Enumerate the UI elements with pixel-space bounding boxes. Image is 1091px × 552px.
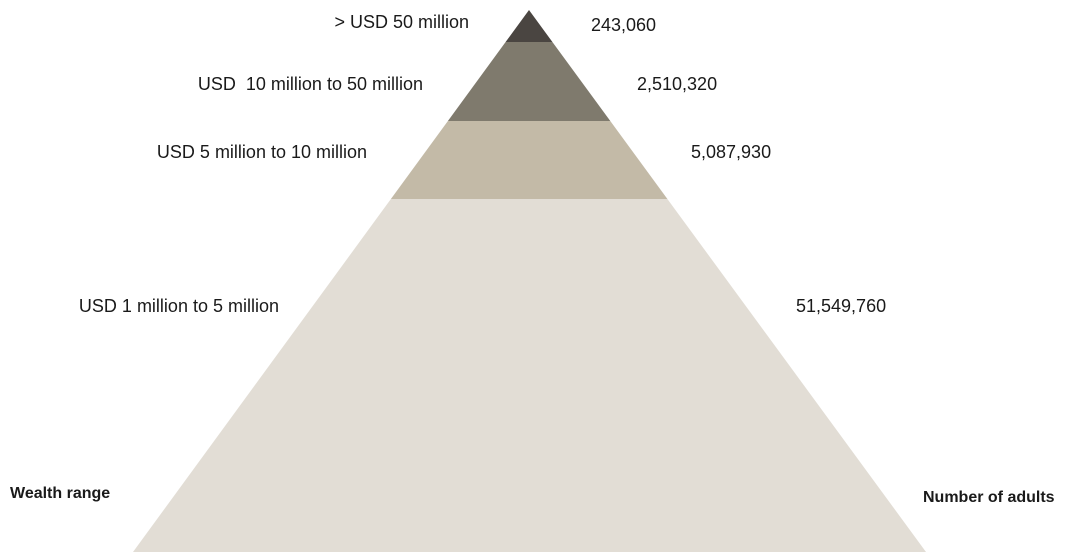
tier-10m-to-50m (447, 42, 611, 121)
tier-5m-to-10m (390, 121, 668, 199)
number-of-adults-heading: Number of adults (923, 489, 1055, 506)
wealth-range-label-1m-to-5m: USD 1 million to 5 million (78, 296, 279, 316)
wealth-range-label-5m-to-10m: USD 5 million to 10 million (156, 142, 367, 162)
wealth-range-label-10m-to-50m: USD 10 million to 50 million (197, 74, 423, 94)
adults-count-1m-to-5m: 51,549,760 (796, 296, 887, 316)
tier-1m-to-5m (133, 199, 926, 552)
adults-count-10m-to-50m: 2,510,320 (637, 74, 718, 94)
adults-count-5m-to-10m: 5,087,930 (691, 142, 772, 162)
adults-count-over-50m: 243,060 (591, 15, 657, 35)
wealth-range-label-over-50m: > USD 50 million (334, 12, 469, 32)
wealth-range-heading: Wealth range (10, 485, 111, 502)
tier-over-50m (505, 10, 553, 42)
